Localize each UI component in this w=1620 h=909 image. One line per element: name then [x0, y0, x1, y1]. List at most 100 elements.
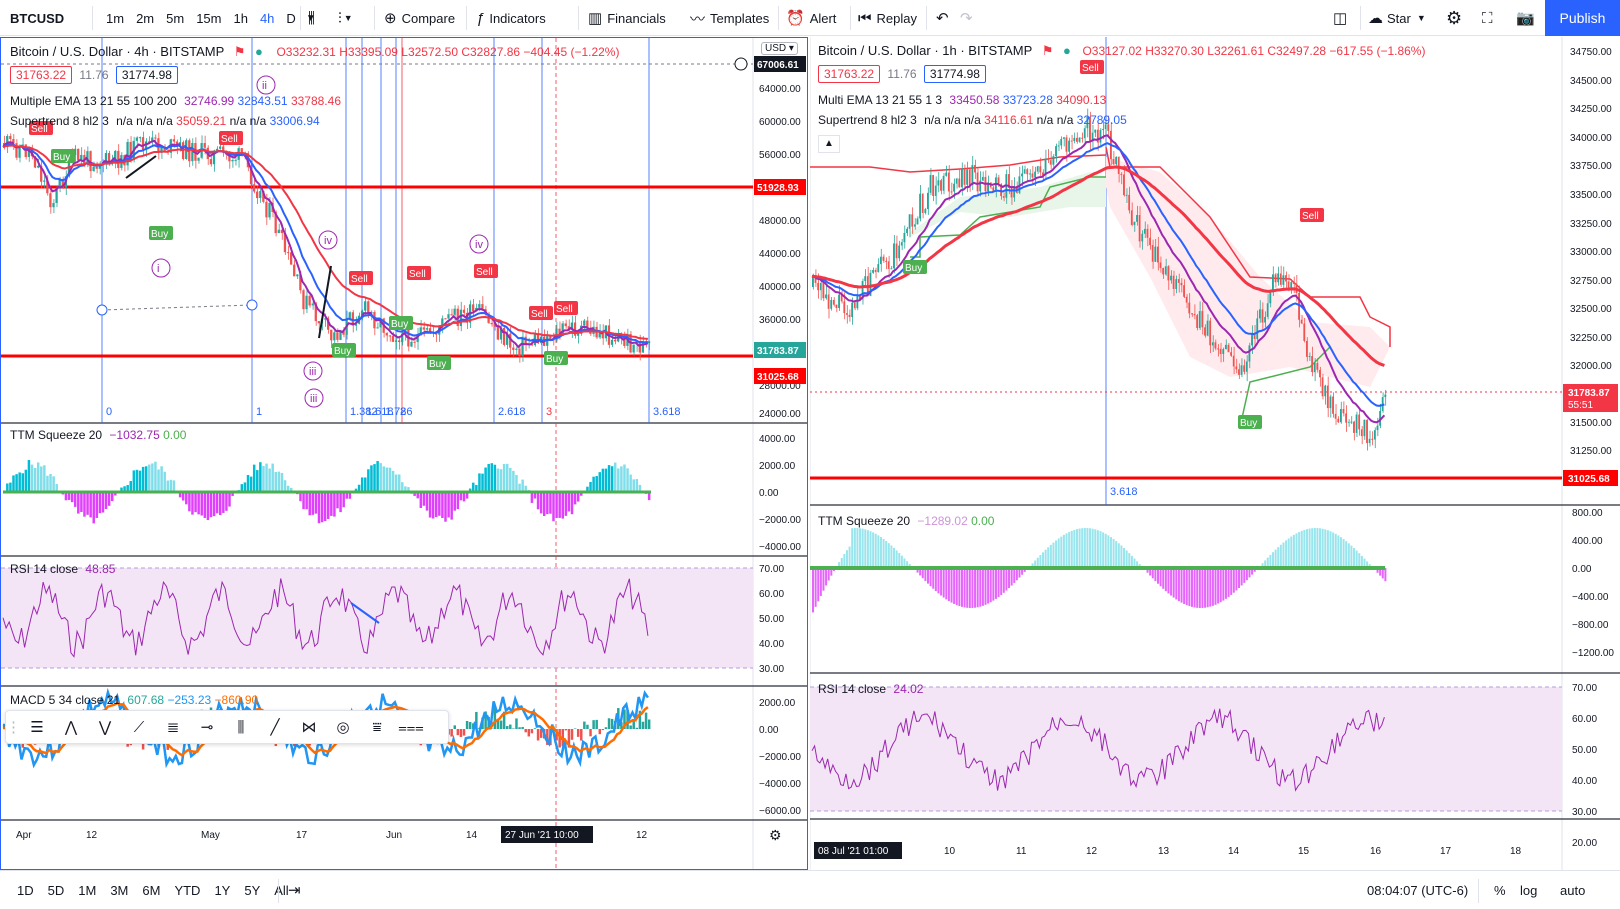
bar-style-button[interactable]: ⫶ ▼	[338, 9, 353, 27]
interval-15m[interactable]: 15m	[196, 10, 222, 26]
left-rsi-legend[interactable]: RSI 14 close 48.85	[10, 562, 115, 576]
left-signal-sell: Sell	[531, 309, 548, 320]
layout-button[interactable]: ◫	[1333, 0, 1347, 36]
fib-tool-icon[interactable]: ≣	[166, 719, 180, 736]
right-candle	[911, 214, 914, 227]
range-ytd[interactable]: YTD	[174, 882, 201, 898]
lines-tool-icon[interactable]: ☰	[30, 719, 44, 736]
financials-button[interactable]: ▥ Financials	[588, 0, 666, 36]
left-ttm-legend[interactable]: TTM Squeeze 20 −1032.75 0.00	[10, 428, 186, 442]
right-ttm-bar	[1104, 533, 1107, 568]
log-toggle[interactable]: log	[1520, 882, 1538, 898]
right-ttm-bar	[885, 540, 888, 568]
left-chart-canvas[interactable]: 64000.0060000.0056000.0052000.0048000.00…	[1, 38, 807, 869]
left-chart-panel[interactable]: 64000.0060000.0056000.0052000.0048000.00…	[0, 37, 808, 870]
interval-2m[interactable]: 2m	[136, 10, 155, 26]
interval-bar: 1m 2m 5m 15m 1h 4h D ▼	[100, 0, 320, 36]
right-ttm-bar	[895, 550, 898, 568]
right-ttm-legend[interactable]: TTM Squeeze 20 −1289.02 0.00	[818, 514, 994, 528]
range-1y[interactable]: 1Y	[214, 882, 231, 898]
right-chart-panel[interactable]: 34750.00 34500.00 34250.00 34000.00 33750.00…	[810, 37, 1620, 870]
line-tool-icon[interactable]: ╱	[270, 719, 280, 736]
left-last-price-bg	[754, 342, 806, 358]
right-ttm-bar	[1230, 568, 1233, 595]
range-6m[interactable]: 6M	[142, 882, 161, 898]
left-ttm-bar	[391, 470, 395, 492]
interval-1m[interactable]: 1m	[106, 10, 125, 26]
range-5y[interactable]: 5Y	[244, 882, 261, 898]
hline-tool-icon[interactable]: ⊸	[200, 719, 214, 736]
left-ttm-bar	[200, 492, 203, 516]
templates-button[interactable]: 〰 Templates	[690, 0, 769, 36]
right-ttm-bar	[1209, 568, 1212, 607]
symbol-search[interactable]: BTCUSD	[10, 10, 65, 26]
chevron-down-icon[interactable]: ▼	[305, 12, 316, 24]
left-signal-buy-bg	[149, 226, 173, 240]
interval-5m[interactable]: 5m	[166, 10, 185, 26]
right-ask-price[interactable]: 31774.98	[923, 65, 986, 83]
drag-handle-icon[interactable]: ⋮	[6, 719, 21, 736]
settings-button[interactable]: ⚙	[1446, 0, 1462, 36]
replay-button[interactable]: ⏮ Replay	[858, 0, 917, 36]
auto-toggle[interactable]: auto	[1560, 882, 1586, 898]
interval-1h[interactable]: 1h	[233, 10, 248, 26]
range-1m[interactable]: 1M	[78, 882, 97, 898]
fullscreen-button[interactable]: ⛶	[1482, 0, 1493, 36]
right-candle	[832, 299, 835, 305]
range-all[interactable]: All	[274, 882, 289, 898]
left-ttm-bar	[33, 467, 37, 492]
left-macd-legend[interactable]: MACD 5 34 close 21 607.68 −253.23 −860.9…	[10, 693, 258, 707]
collapse-legend-button[interactable]: ▲	[818, 135, 840, 153]
currency-select[interactable]: USD ▾	[761, 42, 798, 55]
right-rsi-legend[interactable]: RSI 14 close 24.02	[818, 682, 923, 696]
right-ema-legend[interactable]: Multi EMA 13 21 55 1 3 33450.58 33723.28…	[818, 93, 1106, 107]
range-1d[interactable]: 1D	[17, 882, 34, 898]
spiral-tool-icon[interactable]: ◎	[336, 719, 350, 736]
indicators-button[interactable]: ƒ Indicators	[476, 0, 546, 36]
interval-4h[interactable]: 4h	[259, 10, 275, 26]
trendline-tool-icon[interactable]: ⟋	[133, 718, 145, 736]
range-3m[interactable]: 3M	[110, 882, 129, 898]
right-candle	[1039, 166, 1042, 173]
xabcd-tool-icon[interactable]: ⋈	[301, 719, 317, 736]
settings-tool-icon[interactable]: ⩶	[398, 718, 424, 736]
compare-button[interactable]: ⊕ Compare	[384, 0, 455, 36]
right-candle	[997, 177, 1000, 185]
right-st-na2: n/a n/a	[1036, 113, 1074, 127]
left-supertrend-legend[interactable]: Supertrend 8 hl2 3 n/a n/a n/a 35059.21 …	[10, 114, 320, 128]
chart-type-button[interactable]: ⫼	[308, 0, 315, 36]
vlines-tool-icon[interactable]: ⫼	[237, 718, 245, 736]
right-signal-sell: Sell	[1082, 63, 1099, 74]
left-bid-price[interactable]: 31763.22	[10, 66, 73, 84]
right-supertrend-legend[interactable]: Supertrend 8 hl2 3 n/a n/a n/a 34116.61 …	[818, 113, 1127, 127]
pattern-tool-icon[interactable]: ⋀	[64, 719, 78, 736]
channel-tool-icon[interactable]: ⩸	[372, 718, 382, 736]
alert-button[interactable]: ⏰ Alert	[786, 0, 836, 36]
left-ema-legend[interactable]: Multiple EMA 13 21 55 100 200 32746.99 3…	[10, 94, 341, 108]
redo-button[interactable]: ↷	[960, 0, 973, 36]
left-signal-buy: Buy	[53, 152, 70, 163]
undo-button[interactable]: ↶	[936, 0, 949, 36]
right-legend-title[interactable]: Bitcoin / U.S. Dollar · 1h · BITSTAMP ⚑ …	[818, 43, 1425, 59]
left-ttm-tick: 2000.00	[759, 461, 796, 472]
percent-toggle[interactable]: %	[1494, 882, 1506, 898]
chevron-up-icon: ▲	[824, 138, 834, 149]
left-candle	[40, 165, 43, 182]
right-ttm-bar	[1332, 532, 1335, 568]
publish-button[interactable]: Publish	[1545, 0, 1620, 36]
left-candle	[43, 180, 46, 182]
right-candle	[1096, 129, 1099, 143]
layout-name-button[interactable]: ☁ Star ▼	[1368, 10, 1426, 27]
snapshot-button[interactable]: 📷	[1516, 0, 1535, 36]
goto-date-button[interactable]: ⇥	[288, 871, 301, 909]
range-5d[interactable]: 5D	[47, 882, 65, 898]
right-ttm-bar	[1266, 557, 1269, 568]
abcd-tool-icon[interactable]: ⋁	[98, 719, 112, 736]
clock[interactable]: 08:04:07 (UTC-6)	[1367, 882, 1469, 898]
left-ttm-bar	[546, 492, 549, 515]
right-bid-price[interactable]: 31763.22	[818, 65, 881, 83]
right-chart-canvas[interactable]: 34750.00 34500.00 34250.00 34000.00 33750.00…	[810, 37, 1620, 870]
interval-d[interactable]: D	[286, 10, 296, 26]
left-legend-title[interactable]: Bitcoin / U.S. Dollar · 4h · BITSTAMP ⚑ …	[10, 44, 619, 60]
left-ask-price[interactable]: 31774.98	[115, 66, 178, 84]
